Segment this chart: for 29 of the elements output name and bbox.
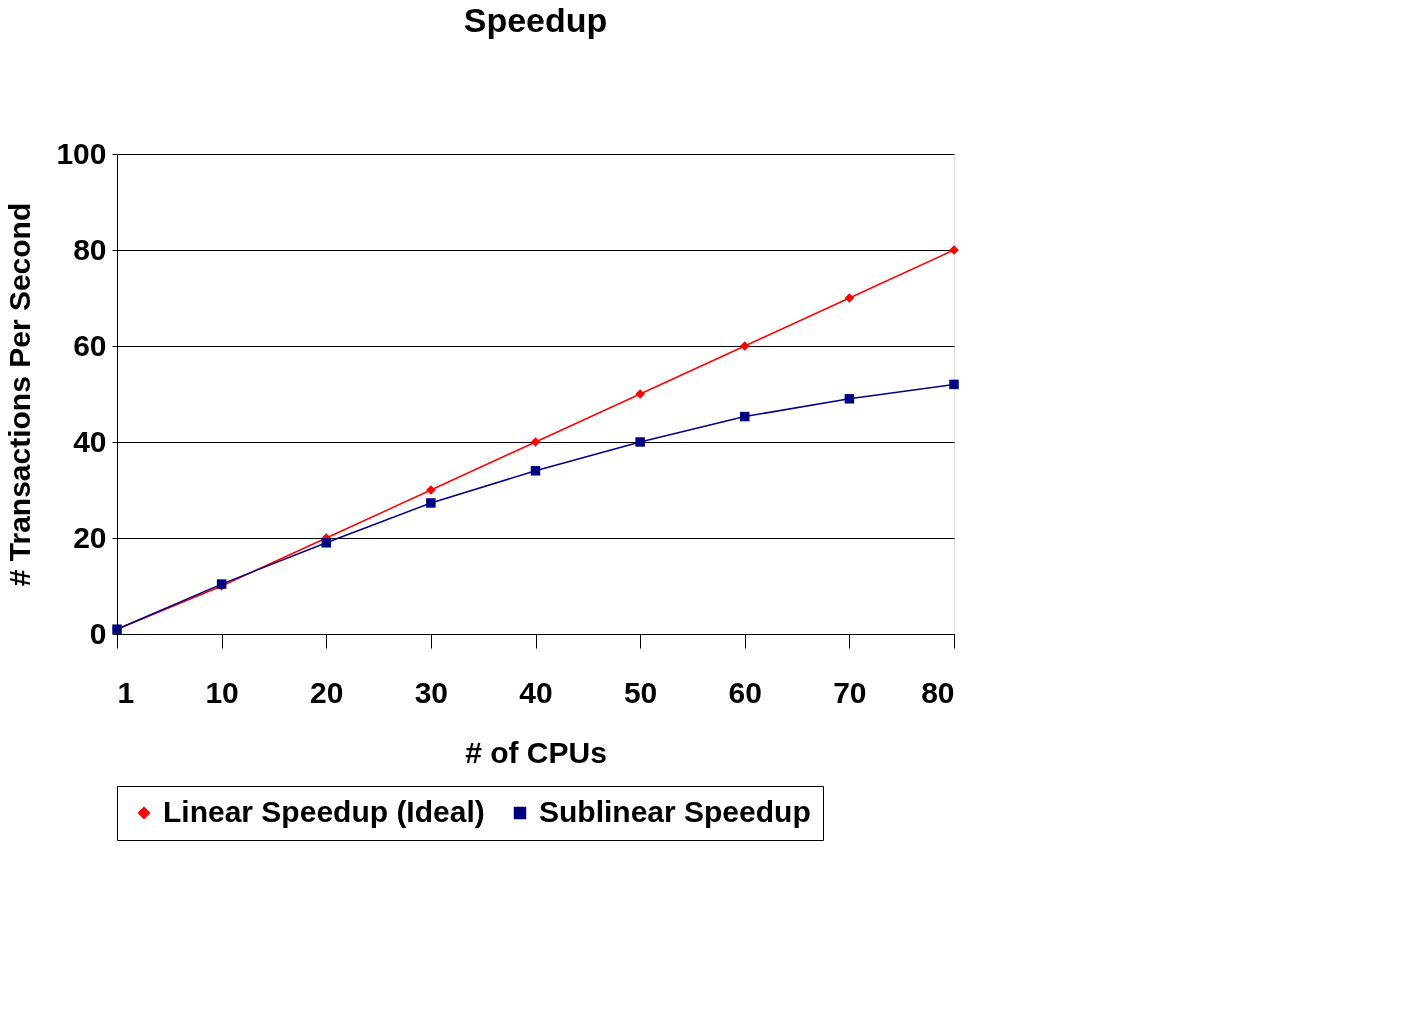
point (949, 379, 959, 390)
y-tick-label: 60 (73, 328, 107, 362)
y-axis-title: # Transactions Per Second (3, 202, 37, 587)
x-tick-label: 80 (921, 675, 955, 709)
point (635, 437, 645, 447)
x-tick-label: 10 (205, 675, 239, 709)
y-tick-label: 100 (56, 136, 107, 170)
point (844, 394, 855, 404)
point (530, 466, 541, 476)
x-tick-label: 60 (728, 675, 762, 709)
legend-label: Sublinear Speedup (539, 795, 811, 828)
x-tick-label: 1 (117, 675, 135, 709)
x-tick-label: 20 (310, 675, 344, 709)
y-tick-label: 0 (89, 616, 107, 650)
y-tick-label: 20 (73, 520, 107, 554)
y-tick-label: 80 (73, 232, 107, 266)
point (740, 411, 750, 422)
x-tick-label: 40 (519, 675, 553, 709)
y-tick-label: 40 (73, 424, 107, 458)
point (530, 437, 541, 447)
legend-label: Linear Speedup (Ideal) (163, 795, 485, 828)
point (321, 538, 331, 548)
point (844, 293, 855, 303)
x-tick-label: 30 (414, 675, 449, 709)
point (426, 498, 436, 508)
x-tick-label: 70 (833, 675, 867, 709)
chart-title: Speedup (463, 1, 608, 39)
x-axis-title: # of CPUs (465, 735, 607, 769)
x-tick-label: 50 (623, 675, 658, 709)
